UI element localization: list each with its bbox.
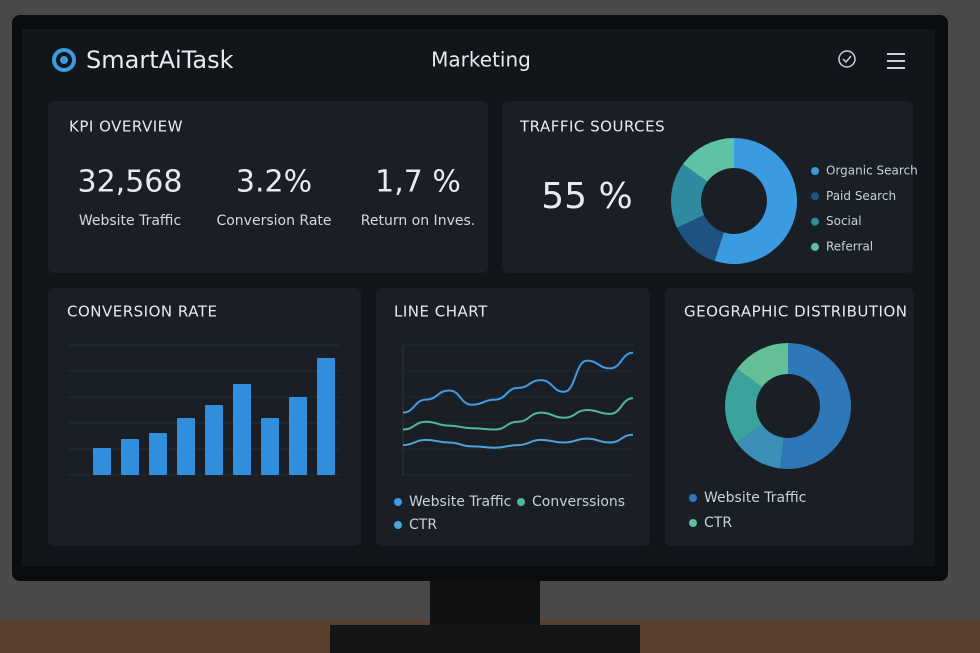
stand-base xyxy=(330,625,640,653)
traffic-center: 55 % xyxy=(541,176,632,217)
legend-dot xyxy=(811,242,819,251)
legend-dot xyxy=(689,519,697,527)
kpi-label: Return on Inves. xyxy=(361,213,475,229)
legend-label: CTR xyxy=(704,515,732,531)
line-series xyxy=(402,351,634,414)
bar xyxy=(261,418,279,475)
menu-icon[interactable] xyxy=(887,53,905,69)
page-title: Marketing xyxy=(431,48,531,72)
bar xyxy=(121,439,139,475)
bar xyxy=(289,397,307,475)
legend-dot xyxy=(394,498,402,506)
legend-dot xyxy=(517,498,525,506)
legend-label: Social xyxy=(826,214,862,228)
kpi-value: 32,568 xyxy=(78,165,183,200)
legend-label: CTR xyxy=(409,517,437,533)
donut-segment xyxy=(780,343,851,469)
legend-label: Website Traffic xyxy=(704,490,806,506)
legend-dot xyxy=(811,217,819,226)
card-title: TRAFFIC SOURCES xyxy=(519,118,665,136)
kpi-label: Conversion Rate xyxy=(216,213,331,229)
line-series xyxy=(402,397,634,431)
logo xyxy=(52,48,76,72)
stand xyxy=(430,578,540,628)
status-icon[interactable] xyxy=(838,50,856,68)
kpi-value: 3.2% xyxy=(236,165,312,200)
legend-label: Website Traffic xyxy=(409,494,511,510)
kpi-label: Website Traffic xyxy=(79,213,181,229)
donut-segment xyxy=(671,163,708,228)
bar xyxy=(205,405,223,475)
kpi-value: 1,7 % xyxy=(375,165,461,200)
conversion-card xyxy=(48,288,361,546)
bar xyxy=(233,384,251,475)
legend-label: Organic Search xyxy=(826,164,918,178)
bar xyxy=(317,358,335,475)
legend-dot xyxy=(811,167,819,175)
card-title: LINE CHART xyxy=(394,303,488,321)
legend-label: Paid Search xyxy=(826,189,896,203)
line-card xyxy=(376,288,650,546)
donut-segment xyxy=(725,368,763,444)
bar xyxy=(149,433,167,475)
logo-dot xyxy=(60,56,68,64)
legend-dot xyxy=(394,521,402,529)
bar xyxy=(93,448,111,475)
check xyxy=(842,55,852,64)
legend-dot xyxy=(811,192,819,201)
legend-label: Converssions xyxy=(532,494,625,510)
legend-dot xyxy=(689,494,697,502)
card-title: GEOGRAPHIC DISTRIBUTION xyxy=(684,303,908,321)
donut-segment xyxy=(683,138,734,182)
card-title: CONVERSION RATE xyxy=(67,303,217,321)
donut-segment xyxy=(737,424,784,469)
donut-segment xyxy=(737,343,788,388)
brand: SmartAiTask xyxy=(86,46,234,74)
line-series xyxy=(402,433,634,449)
legend-label: Referral xyxy=(826,239,873,253)
donut-segment xyxy=(714,138,797,264)
traffic-card xyxy=(502,101,913,273)
geo-card xyxy=(665,288,914,546)
bar xyxy=(177,418,195,475)
card-title: KPI OVERVIEW xyxy=(69,118,183,136)
donut-segment xyxy=(676,215,724,261)
kpi-card xyxy=(48,101,488,273)
